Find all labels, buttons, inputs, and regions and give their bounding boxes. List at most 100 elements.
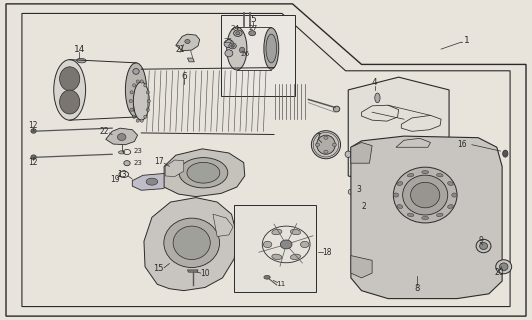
Ellipse shape bbox=[144, 115, 147, 118]
Ellipse shape bbox=[476, 239, 491, 253]
Text: 17: 17 bbox=[154, 157, 164, 166]
Ellipse shape bbox=[311, 131, 340, 159]
Ellipse shape bbox=[239, 47, 245, 53]
Ellipse shape bbox=[229, 43, 236, 49]
Ellipse shape bbox=[334, 106, 340, 112]
Ellipse shape bbox=[264, 275, 270, 279]
Text: 26: 26 bbox=[240, 51, 250, 57]
Ellipse shape bbox=[447, 182, 453, 186]
Text: 5: 5 bbox=[250, 15, 255, 24]
Text: 18: 18 bbox=[322, 248, 332, 257]
Ellipse shape bbox=[31, 129, 36, 133]
Ellipse shape bbox=[272, 229, 282, 235]
Ellipse shape bbox=[452, 193, 457, 197]
Ellipse shape bbox=[187, 162, 220, 183]
Polygon shape bbox=[237, 27, 271, 70]
Ellipse shape bbox=[147, 100, 151, 103]
Text: 2: 2 bbox=[362, 202, 367, 211]
Text: 19: 19 bbox=[110, 175, 120, 184]
Text: 12: 12 bbox=[28, 121, 37, 130]
Text: 12: 12 bbox=[28, 158, 37, 167]
Ellipse shape bbox=[393, 167, 457, 223]
Polygon shape bbox=[132, 173, 174, 190]
Polygon shape bbox=[348, 77, 449, 189]
Ellipse shape bbox=[179, 158, 228, 188]
Ellipse shape bbox=[31, 155, 36, 159]
Ellipse shape bbox=[332, 143, 337, 146]
Ellipse shape bbox=[129, 100, 132, 103]
Ellipse shape bbox=[225, 50, 233, 57]
Ellipse shape bbox=[317, 135, 335, 154]
Ellipse shape bbox=[280, 240, 292, 249]
Text: 25: 25 bbox=[223, 38, 232, 44]
Text: 20: 20 bbox=[495, 268, 504, 277]
Text: 9: 9 bbox=[478, 236, 484, 245]
Ellipse shape bbox=[118, 133, 126, 140]
Text: 6: 6 bbox=[181, 72, 187, 81]
Polygon shape bbox=[70, 60, 136, 120]
Text: 13: 13 bbox=[117, 170, 127, 179]
Ellipse shape bbox=[146, 178, 158, 185]
Text: 15: 15 bbox=[154, 264, 164, 273]
Ellipse shape bbox=[227, 27, 247, 70]
Ellipse shape bbox=[224, 40, 234, 48]
Ellipse shape bbox=[479, 243, 487, 250]
Text: 27: 27 bbox=[248, 25, 257, 31]
Ellipse shape bbox=[130, 108, 133, 111]
Text: 24: 24 bbox=[230, 25, 240, 31]
Ellipse shape bbox=[249, 31, 256, 36]
Ellipse shape bbox=[496, 260, 512, 274]
Ellipse shape bbox=[130, 91, 133, 94]
Ellipse shape bbox=[266, 34, 277, 63]
Ellipse shape bbox=[447, 204, 453, 208]
Ellipse shape bbox=[437, 213, 443, 217]
Ellipse shape bbox=[397, 182, 403, 186]
Ellipse shape bbox=[133, 68, 139, 74]
Ellipse shape bbox=[144, 84, 147, 87]
Ellipse shape bbox=[324, 136, 328, 139]
Text: 14: 14 bbox=[73, 44, 85, 54]
Ellipse shape bbox=[348, 189, 354, 195]
Ellipse shape bbox=[234, 30, 242, 36]
Polygon shape bbox=[176, 34, 200, 51]
Ellipse shape bbox=[173, 226, 210, 260]
Polygon shape bbox=[144, 197, 237, 291]
Ellipse shape bbox=[408, 173, 414, 177]
Ellipse shape bbox=[140, 80, 143, 83]
Text: 23: 23 bbox=[133, 148, 142, 154]
Polygon shape bbox=[396, 138, 430, 147]
Ellipse shape bbox=[146, 108, 149, 111]
Ellipse shape bbox=[375, 93, 380, 103]
Ellipse shape bbox=[60, 67, 80, 91]
Ellipse shape bbox=[411, 182, 440, 208]
Polygon shape bbox=[187, 58, 194, 62]
Text: 4: 4 bbox=[372, 78, 378, 87]
Polygon shape bbox=[6, 4, 526, 316]
Ellipse shape bbox=[264, 28, 279, 69]
Polygon shape bbox=[213, 214, 233, 236]
Text: 16: 16 bbox=[458, 140, 467, 149]
Polygon shape bbox=[351, 136, 502, 299]
Ellipse shape bbox=[132, 115, 136, 118]
Ellipse shape bbox=[437, 173, 443, 177]
Bar bbox=[234, 204, 317, 292]
Ellipse shape bbox=[422, 216, 429, 220]
Ellipse shape bbox=[140, 119, 143, 122]
Ellipse shape bbox=[134, 82, 149, 120]
Ellipse shape bbox=[393, 193, 398, 197]
Ellipse shape bbox=[290, 229, 301, 235]
Ellipse shape bbox=[301, 241, 309, 248]
Ellipse shape bbox=[272, 254, 282, 260]
Text: 21: 21 bbox=[175, 45, 185, 54]
Ellipse shape bbox=[503, 150, 508, 157]
Ellipse shape bbox=[403, 175, 448, 215]
Ellipse shape bbox=[119, 151, 125, 154]
Text: 10: 10 bbox=[200, 268, 210, 278]
Ellipse shape bbox=[54, 60, 86, 120]
Ellipse shape bbox=[60, 90, 80, 114]
Ellipse shape bbox=[231, 44, 235, 47]
Text: 23: 23 bbox=[133, 160, 142, 166]
Ellipse shape bbox=[136, 119, 139, 122]
Ellipse shape bbox=[422, 171, 429, 174]
Ellipse shape bbox=[77, 58, 86, 63]
